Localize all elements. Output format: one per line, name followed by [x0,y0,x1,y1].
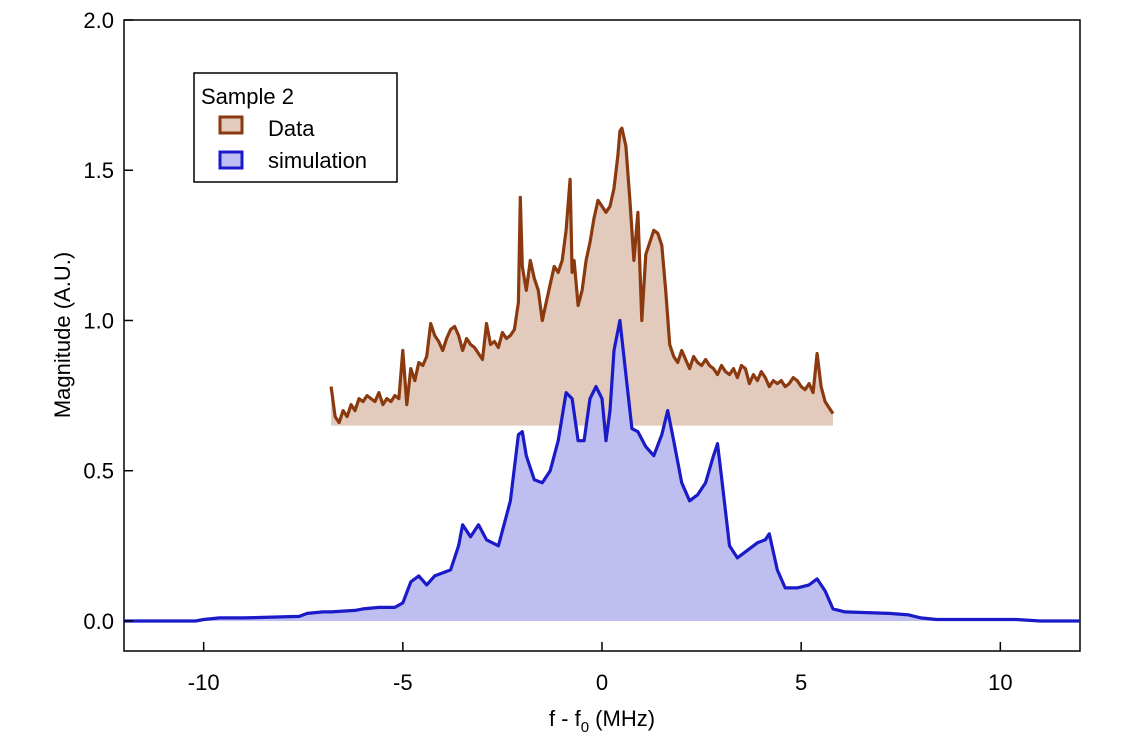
x-tick-label: -5 [393,670,413,695]
y-axis-title: Magnitude (A.U.) [50,252,75,418]
legend-title: Sample 2 [201,84,294,109]
y-tick-label: 1.5 [83,158,114,183]
y-tick-label: 0.5 [83,459,114,484]
series-line-data [329,126,835,425]
series-layer [124,126,1080,623]
x-tick-label: -10 [188,670,220,695]
y-tick-label: 1.0 [83,308,114,333]
series-line-simulation [124,318,1080,623]
x-tick-label: 0 [596,670,608,695]
legend-swatch-simulation [218,150,244,170]
x-axis-title-subscript: 0 [581,719,589,736]
legend-label-data: Data [268,116,315,141]
legend: Sample 2 Data simulation [193,72,398,183]
series-area-data [331,128,833,426]
x-axis-title: f - f0 (MHz) [549,706,655,736]
legend-swatch-data [218,115,244,135]
legend-label-simulation: simulation [268,148,367,173]
series-area-simulation [124,320,1080,621]
axes-layer: -10 -5 0 5 10 0.0 0.5 1.0 1.5 2.0 [83,8,1012,695]
y-tick-label: 2.0 [83,8,114,33]
y-tick-label: 0.0 [83,609,114,634]
x-tick-label: 5 [795,670,807,695]
x-tick-label: 10 [988,670,1012,695]
